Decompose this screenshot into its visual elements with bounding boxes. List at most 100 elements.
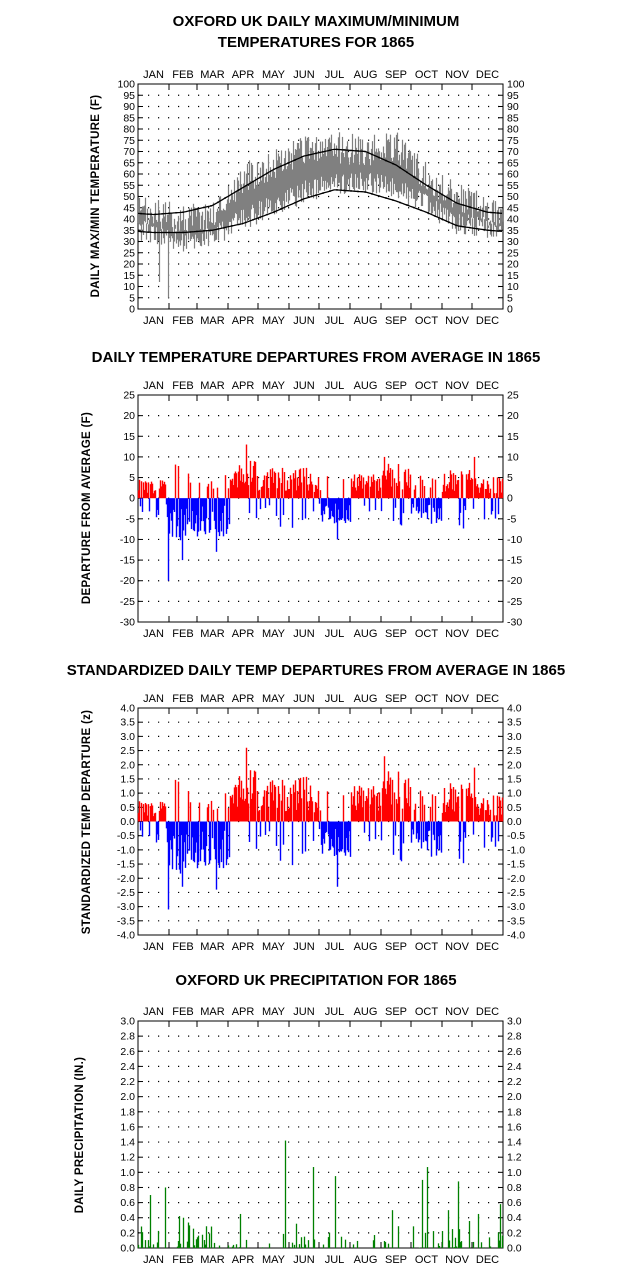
y-tick-label-left: 2.8 <box>120 1031 135 1043</box>
y-tick-label-left: 25 <box>123 247 135 259</box>
normal-min-line-marker <box>308 196 310 199</box>
y-tick-label-right: 5 <box>507 472 513 484</box>
month-label-bottom: NOV <box>445 628 470 640</box>
y-tick-label-left: 0 <box>129 493 135 505</box>
y-tick-label-right: 0.0 <box>507 1243 522 1255</box>
month-label-top: JAN <box>143 380 164 392</box>
normal-min-line-marker <box>315 194 317 197</box>
month-label-top: SEP <box>385 1006 407 1018</box>
normal-max-line-marker <box>210 204 212 207</box>
y-tick-label-left: 2.5 <box>120 745 135 757</box>
month-label-top: JUL <box>325 69 345 81</box>
normal-max-line-marker <box>259 176 261 179</box>
normal-max-line-marker <box>413 176 415 178</box>
y-tick-label-left: 0.0 <box>120 1243 135 1255</box>
y-tick-label-left: 3.0 <box>120 1016 135 1028</box>
normal-min-line-marker <box>182 231 184 234</box>
normal-max-line-marker <box>427 185 429 188</box>
y-tick-label-left: 5 <box>129 472 135 484</box>
normal-max-line-marker <box>406 171 408 174</box>
normal-max-line-marker <box>392 162 394 165</box>
normal-max-line-marker <box>245 184 247 187</box>
normal-max-line-marker <box>336 148 338 151</box>
month-label-bottom: AUG <box>354 1254 378 1266</box>
y-tick-label-right: 20 <box>507 259 519 271</box>
normal-max-line-marker <box>238 188 240 191</box>
y-tick-label-right: 20 <box>507 410 519 422</box>
month-label-top: APR <box>232 69 255 81</box>
normal-max-line-marker <box>231 193 233 195</box>
month-label-top: JUN <box>293 380 314 392</box>
y-tick-label-left: 1.2 <box>120 1152 135 1164</box>
month-label-bottom: APR <box>232 941 255 953</box>
y-tick-label-left: 0.2 <box>120 1227 135 1239</box>
month-label-bottom: OCT <box>415 628 439 640</box>
chart1-y-axis-label: DAILY MAX/MIN TEMPERATURE (F) <box>90 95 102 298</box>
chart2-y-axis-label: DEPARTURE FROM AVERAGE (F) <box>81 412 93 604</box>
normal-min-line-marker <box>357 190 359 193</box>
month-label-bottom: MAY <box>262 941 286 953</box>
normal-min-line-marker <box>441 218 443 221</box>
month-label-bottom: NOV <box>445 315 470 327</box>
y-tick-label-left: -30 <box>120 617 135 629</box>
normal-max-line-marker <box>273 168 275 171</box>
y-tick-label-right: -2.5 <box>507 887 525 899</box>
y-tick-label-right: 5 <box>507 292 513 304</box>
month-label-bottom: DEC <box>476 315 499 327</box>
normal-max-line-marker <box>217 201 219 204</box>
month-label-bottom: DEC <box>476 1254 499 1266</box>
y-tick-label-left: -2.5 <box>117 887 135 899</box>
normal-max-line-marker <box>448 197 450 200</box>
normal-max-line-marker <box>322 150 324 153</box>
month-label-top: DEC <box>476 380 499 392</box>
month-label-top: AUG <box>354 69 378 81</box>
y-tick-label-right: -2.0 <box>507 873 525 885</box>
month-label-bottom: DEC <box>476 941 499 953</box>
normal-max-line-marker <box>441 193 443 196</box>
y-tick-label-right: 3.0 <box>507 1016 522 1028</box>
departure-chart: JAN JAN FEB FEB MAR MAR APR APR MAY MAY JUN JUN JUL J… <box>120 380 523 640</box>
month-label-bottom: JUL <box>325 315 345 327</box>
y-tick-label-right: 1.4 <box>507 1137 522 1149</box>
month-label-top: AUG <box>354 380 378 392</box>
month-label-bottom: SEP <box>385 315 407 327</box>
normal-max-line-marker <box>168 212 170 215</box>
month-label-bottom: JAN <box>143 628 164 640</box>
normal-min-line-marker <box>273 211 275 213</box>
y-tick-label-left: 15 <box>123 270 135 282</box>
y-tick-label-left: 0 <box>129 304 135 316</box>
y-tick-label-right: 1.6 <box>507 1121 522 1133</box>
y-tick-label-right: -3.0 <box>507 901 525 913</box>
normal-min-line-marker <box>189 231 191 233</box>
month-label-bottom: AUG <box>354 315 378 327</box>
month-label-bottom: FEB <box>172 315 193 327</box>
y-tick-label-left: 1.8 <box>120 1106 135 1118</box>
normal-max-line-marker <box>350 149 352 152</box>
normal-max-line-marker <box>378 156 380 159</box>
normal-min-line-marker <box>147 231 149 234</box>
normal-max-line-marker <box>315 152 317 155</box>
normal-max-line-marker <box>175 211 177 214</box>
month-label-top: SEP <box>385 693 407 705</box>
month-label-top: MAR <box>200 380 225 392</box>
normal-min-line-marker <box>329 190 331 192</box>
normal-max-line-marker <box>490 211 492 214</box>
normal-max-line-marker <box>476 208 478 211</box>
y-tick-label-left: 2.2 <box>120 1076 135 1088</box>
normal-min-line-marker <box>245 221 247 224</box>
normal-max-line-marker <box>301 155 303 158</box>
normal-min-line-marker <box>476 227 478 230</box>
month-label-top: MAY <box>262 380 286 392</box>
normal-min-line-marker <box>175 231 177 234</box>
normal-min-line-marker <box>462 225 464 228</box>
month-label-top: JAN <box>143 1006 164 1018</box>
y-tick-label-left: 2.6 <box>120 1046 135 1058</box>
normal-max-line-marker <box>343 149 345 151</box>
y-tick-label-right: -4.0 <box>507 930 525 942</box>
chart4-title: OXFORD UK PRECIPITATION FOR 1865 <box>175 972 456 989</box>
normal-min-line-marker <box>154 231 156 234</box>
normal-max-line-marker <box>497 212 499 214</box>
month-label-bottom: JAN <box>143 315 164 327</box>
normal-max-line-marker <box>399 166 401 169</box>
month-label-bottom: MAR <box>200 941 225 953</box>
